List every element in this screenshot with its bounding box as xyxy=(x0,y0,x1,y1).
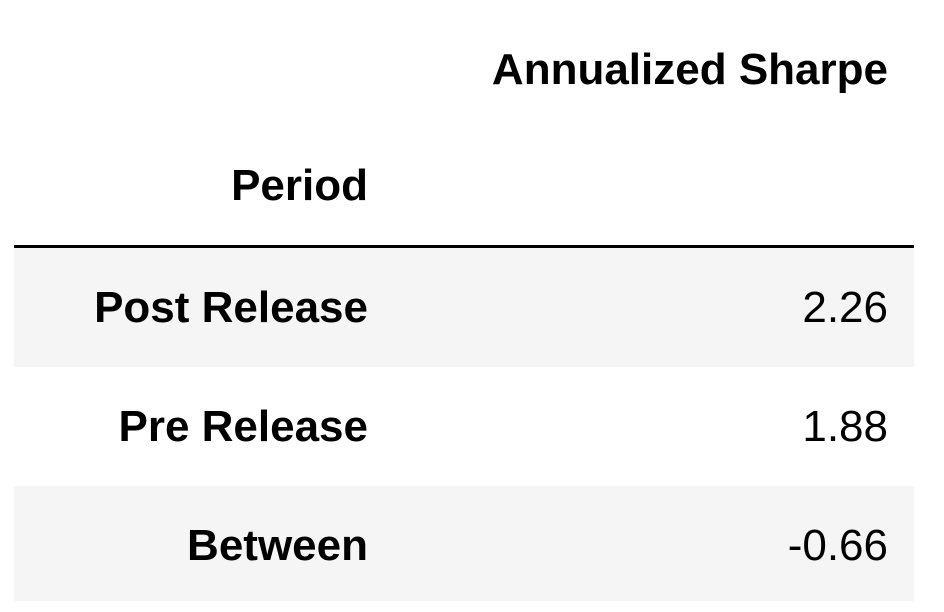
table-body: Post Release 2.26 Pre Release 1.88 Betwe… xyxy=(14,248,914,601)
index-header-period: Period xyxy=(231,161,368,210)
row-label: Pre Release xyxy=(118,402,368,451)
row-value: 1.88 xyxy=(802,402,888,451)
table-row: Between -0.66 xyxy=(14,486,914,601)
row-label: Between xyxy=(187,521,368,570)
index-header-row: Period xyxy=(14,164,914,214)
column-header-row: Annualized Sharpe xyxy=(14,48,914,98)
table-row: Pre Release 1.88 xyxy=(14,367,914,486)
row-value: -0.66 xyxy=(787,521,888,570)
row-label: Post Release xyxy=(94,283,368,332)
column-header-annualized-sharpe: Annualized Sharpe xyxy=(491,45,888,94)
header-divider xyxy=(14,245,914,248)
row-value: 2.26 xyxy=(802,283,888,332)
table-row: Post Release 2.26 xyxy=(14,248,914,367)
